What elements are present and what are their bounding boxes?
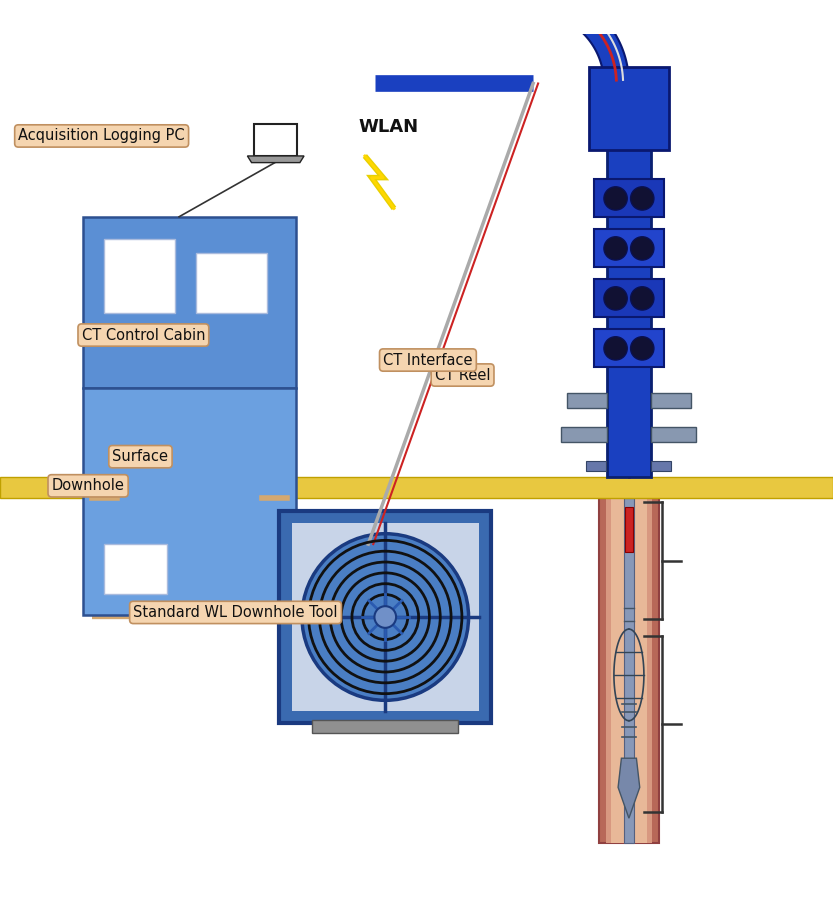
Circle shape — [604, 187, 627, 210]
Circle shape — [604, 337, 627, 360]
Bar — [567, 393, 607, 409]
Text: CT Interface: CT Interface — [383, 353, 472, 367]
Circle shape — [631, 187, 654, 210]
Bar — [83, 388, 296, 615]
Bar — [196, 253, 267, 312]
Bar — [83, 217, 296, 388]
Circle shape — [604, 237, 627, 260]
Text: CT Reel: CT Reel — [435, 367, 491, 382]
Text: WLAN: WLAN — [358, 118, 418, 136]
Bar — [625, 507, 633, 553]
Bar — [651, 393, 691, 409]
Bar — [611, 499, 647, 843]
Polygon shape — [618, 758, 640, 818]
Circle shape — [631, 287, 654, 310]
Bar — [594, 230, 664, 266]
Bar — [292, 523, 479, 711]
Text: Standard WL Downhole Tool: Standard WL Downhole Tool — [133, 605, 337, 620]
Bar — [624, 499, 634, 843]
Bar — [651, 427, 696, 442]
Text: Acquisition Logging PC: Acquisition Logging PC — [18, 129, 185, 143]
Polygon shape — [247, 156, 304, 163]
Text: CT Control Cabin: CT Control Cabin — [82, 328, 205, 343]
Bar — [561, 427, 607, 442]
Bar — [606, 499, 652, 843]
Bar — [594, 179, 664, 217]
Bar — [279, 511, 491, 724]
Circle shape — [631, 337, 654, 360]
FancyBboxPatch shape — [254, 124, 297, 156]
Circle shape — [375, 607, 397, 628]
Bar — [586, 461, 606, 471]
Bar — [594, 329, 664, 366]
Bar — [312, 720, 458, 733]
Bar — [594, 279, 664, 317]
Circle shape — [604, 287, 627, 310]
Bar — [607, 133, 651, 477]
Bar — [104, 544, 167, 594]
Text: Surface: Surface — [112, 449, 168, 464]
Polygon shape — [533, 0, 629, 84]
Bar — [104, 239, 175, 312]
Circle shape — [631, 237, 654, 260]
Bar — [651, 461, 671, 471]
Bar — [599, 499, 659, 843]
Bar — [0, 477, 833, 499]
Circle shape — [302, 534, 468, 700]
Bar — [589, 67, 669, 150]
Text: Downhole: Downhole — [52, 478, 124, 493]
